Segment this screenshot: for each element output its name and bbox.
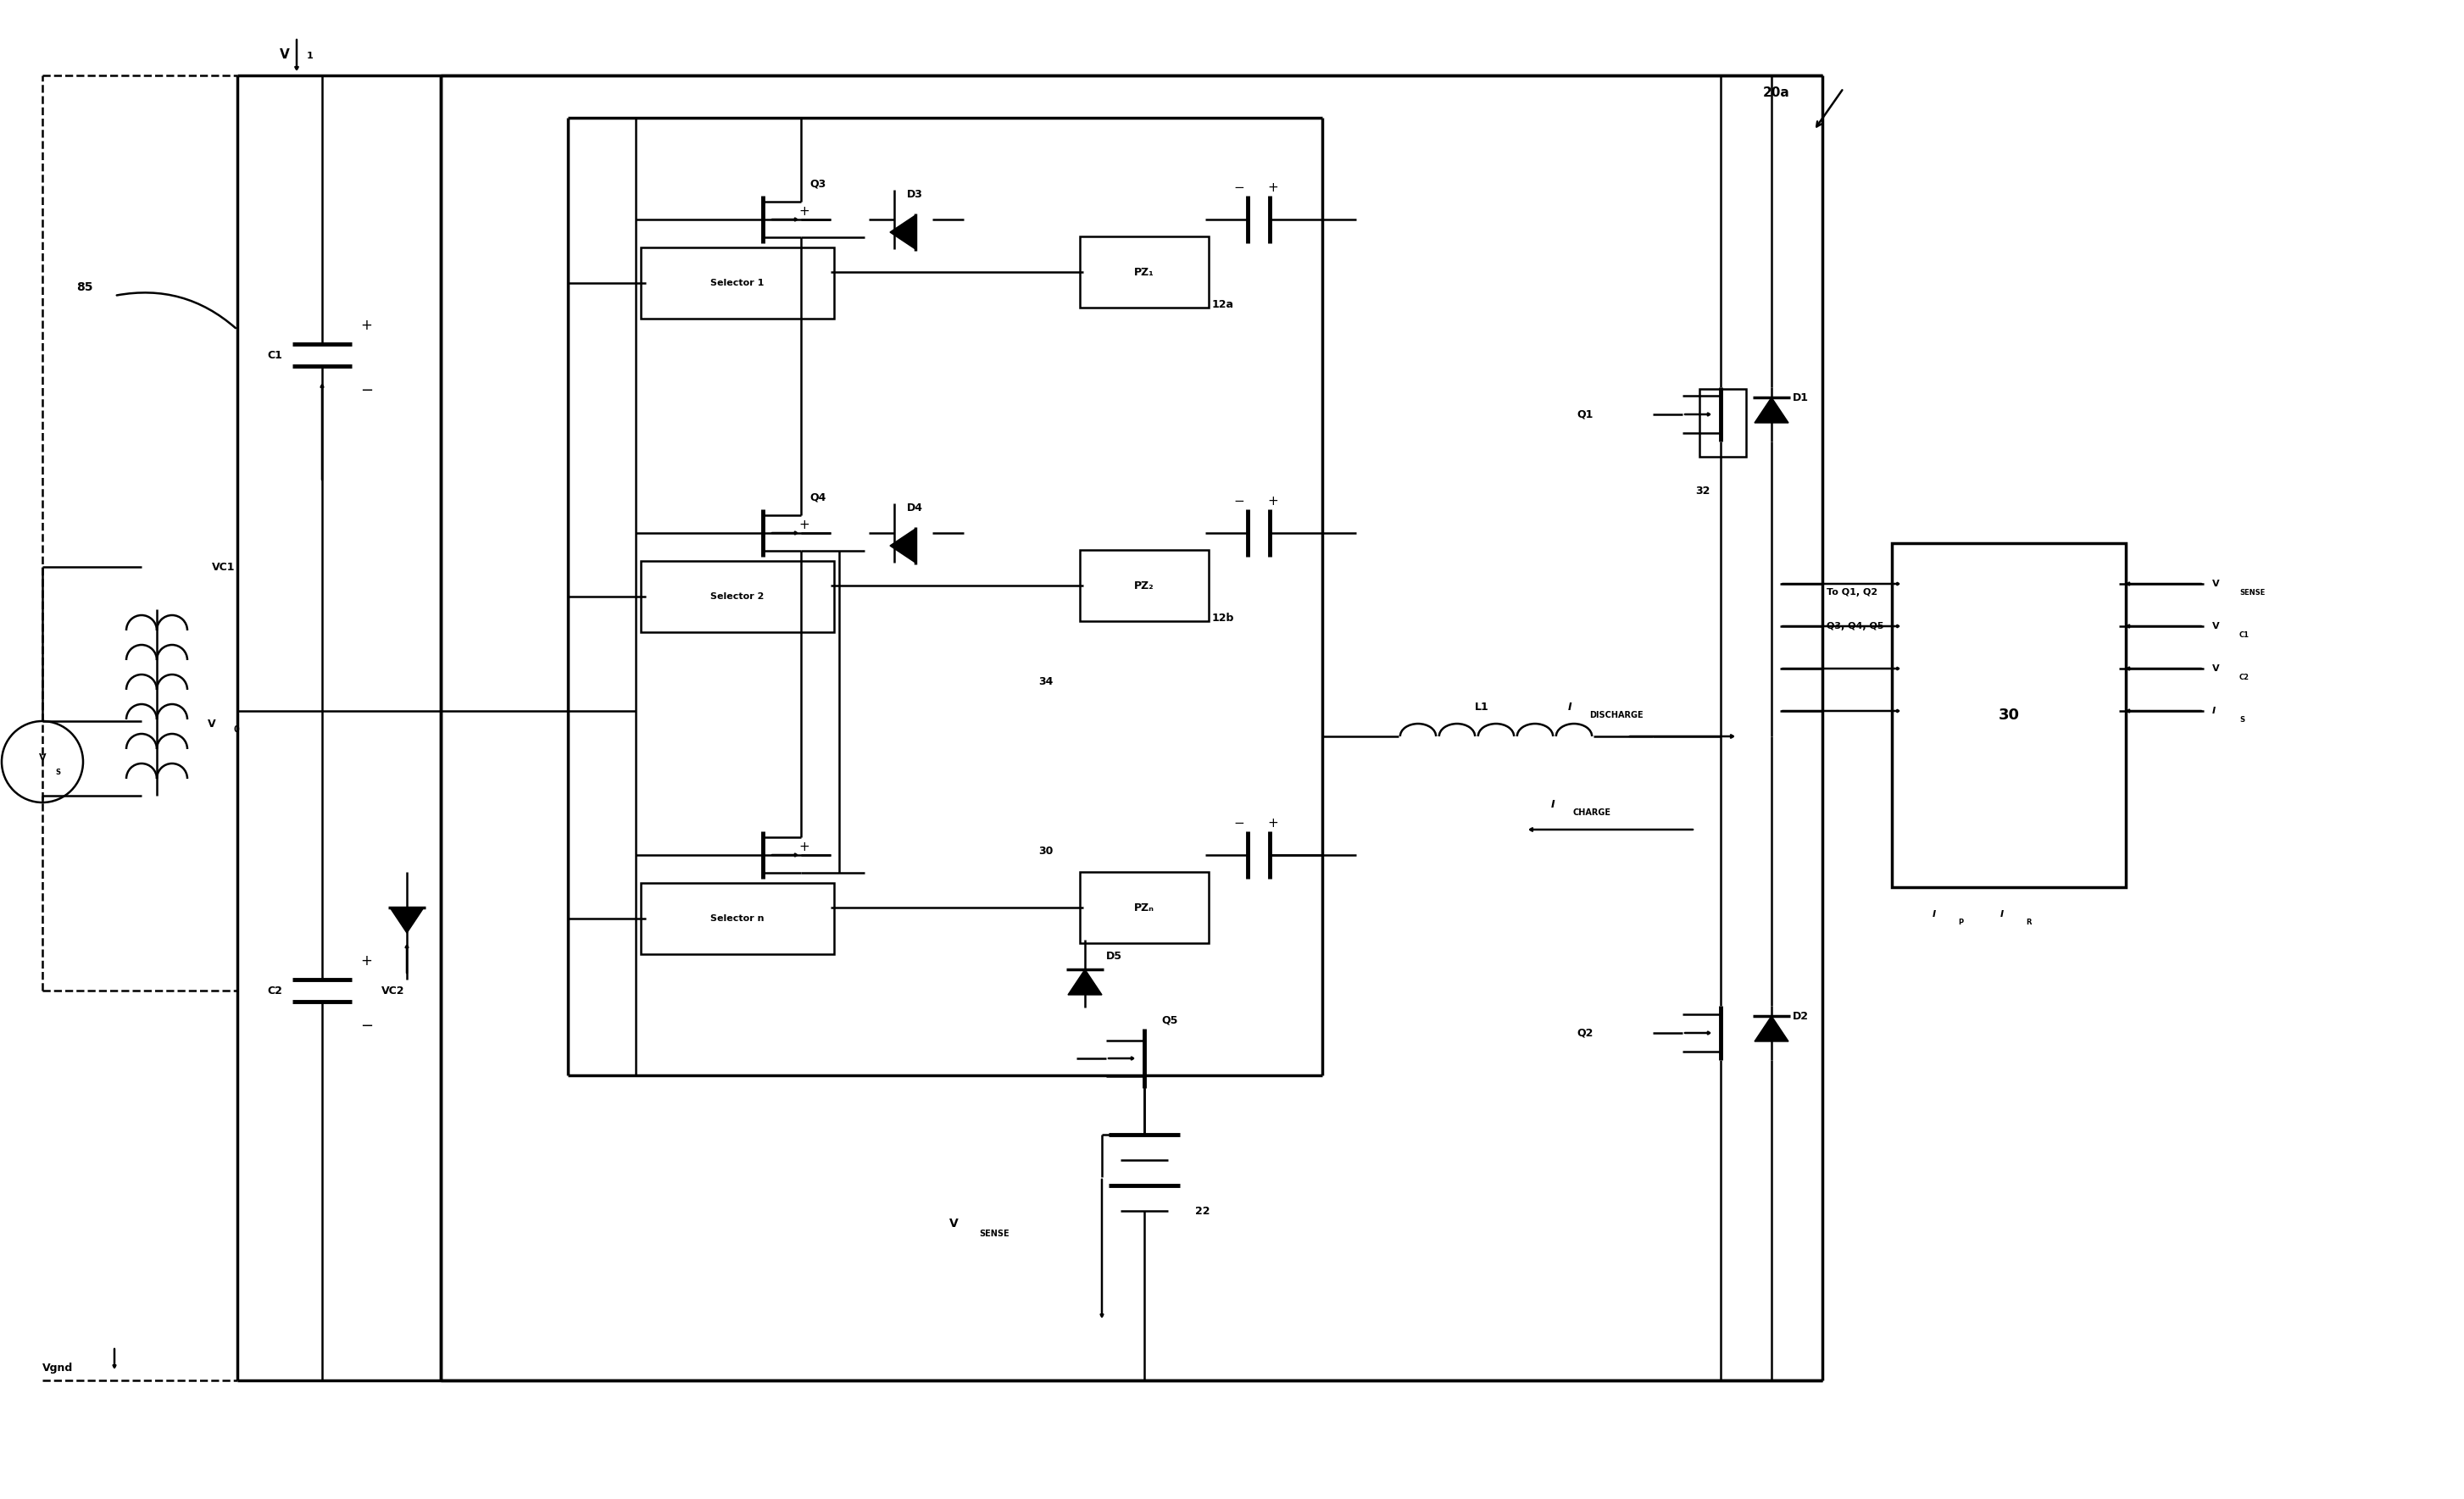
Text: D4: D4 [907, 502, 924, 513]
Text: +: + [1266, 181, 1279, 193]
Text: V: V [281, 48, 291, 60]
Text: Vgnd: Vgnd [42, 1363, 74, 1373]
Polygon shape [1754, 397, 1789, 423]
Polygon shape [890, 216, 917, 249]
Text: 32: 32 [1695, 486, 1710, 496]
Text: 30: 30 [1037, 845, 1052, 856]
Text: VC2: VC2 [382, 985, 404, 995]
Text: PZₙ: PZₙ [1133, 902, 1156, 913]
Text: CHARGE: CHARGE [1572, 808, 1611, 817]
Polygon shape [1067, 970, 1101, 995]
Text: L1: L1 [1476, 702, 1488, 712]
Polygon shape [890, 529, 917, 562]
Text: +: + [798, 519, 808, 531]
Text: V: V [949, 1217, 958, 1229]
Text: S: S [2240, 717, 2245, 724]
Text: DISCHARGE: DISCHARGE [1589, 711, 1643, 720]
FancyBboxPatch shape [641, 561, 833, 633]
Text: Selector n: Selector n [710, 914, 764, 923]
Text: I: I [2213, 706, 2215, 715]
Text: 22: 22 [1195, 1205, 1210, 1216]
Text: PZ₂: PZ₂ [1133, 580, 1153, 591]
Text: SENSE: SENSE [978, 1229, 1010, 1238]
Text: −: − [1234, 495, 1244, 507]
Text: C1: C1 [2240, 631, 2250, 639]
Text: Selector 2: Selector 2 [710, 592, 764, 601]
Text: Q2: Q2 [1577, 1027, 1594, 1039]
Text: Q1: Q1 [1577, 409, 1594, 420]
Text: R: R [2025, 919, 2030, 926]
Text: I: I [1567, 702, 1572, 712]
FancyBboxPatch shape [1079, 550, 1210, 621]
Text: +: + [798, 839, 808, 853]
Bar [1700, 388, 1747, 457]
Text: C2: C2 [2240, 673, 2250, 681]
Text: 34: 34 [1037, 676, 1052, 687]
FancyBboxPatch shape [1079, 237, 1210, 307]
Text: To Q1, Q2: To Q1, Q2 [1826, 588, 1878, 597]
Text: V: V [2213, 622, 2220, 631]
Polygon shape [1754, 1016, 1789, 1042]
FancyBboxPatch shape [1892, 543, 2126, 887]
Text: V: V [39, 754, 47, 761]
FancyBboxPatch shape [641, 883, 833, 955]
FancyBboxPatch shape [1079, 872, 1210, 943]
Text: D2: D2 [1794, 1010, 1809, 1021]
Text: I: I [2001, 910, 2003, 919]
Text: SENSE: SENSE [2240, 589, 2264, 597]
Text: VC1: VC1 [212, 562, 234, 573]
Text: 0: 0 [234, 726, 239, 735]
Text: −: − [360, 384, 372, 399]
Text: −: − [1234, 181, 1244, 193]
Text: +: + [360, 953, 372, 968]
Text: V: V [2213, 664, 2220, 673]
Polygon shape [389, 907, 424, 932]
Text: −: − [1234, 817, 1244, 829]
Text: C1: C1 [266, 349, 283, 361]
Text: Q5: Q5 [1161, 1015, 1178, 1025]
FancyBboxPatch shape [641, 247, 833, 319]
Text: −: − [360, 1018, 372, 1034]
Text: D5: D5 [1106, 952, 1121, 962]
Text: 20a: 20a [1764, 85, 1789, 99]
Text: I: I [1552, 799, 1555, 809]
Text: 1: 1 [308, 51, 313, 60]
Text: 12b: 12b [1212, 612, 1234, 624]
Text: +: + [798, 205, 808, 217]
Text: C2: C2 [266, 985, 283, 995]
Text: 30: 30 [1998, 708, 2020, 723]
Text: 12a: 12a [1212, 298, 1234, 310]
Text: Q3, Q4, Q5: Q3, Q4, Q5 [1826, 622, 1885, 631]
Text: Q3: Q3 [811, 178, 825, 189]
Text: 85: 85 [76, 282, 94, 294]
Text: V: V [207, 718, 217, 729]
Text: +: + [1266, 817, 1279, 829]
Text: P: P [1959, 919, 1964, 926]
Text: PZ₁: PZ₁ [1133, 267, 1153, 277]
Text: V: V [2213, 580, 2220, 588]
Text: Selector 1: Selector 1 [710, 279, 764, 288]
Text: I: I [1932, 910, 1937, 919]
Text: +: + [360, 318, 372, 333]
Text: +: + [1266, 495, 1279, 507]
Text: D1: D1 [1794, 391, 1809, 403]
Text: D3: D3 [907, 189, 924, 199]
Text: Q4: Q4 [811, 492, 825, 504]
Text: S: S [54, 767, 59, 776]
